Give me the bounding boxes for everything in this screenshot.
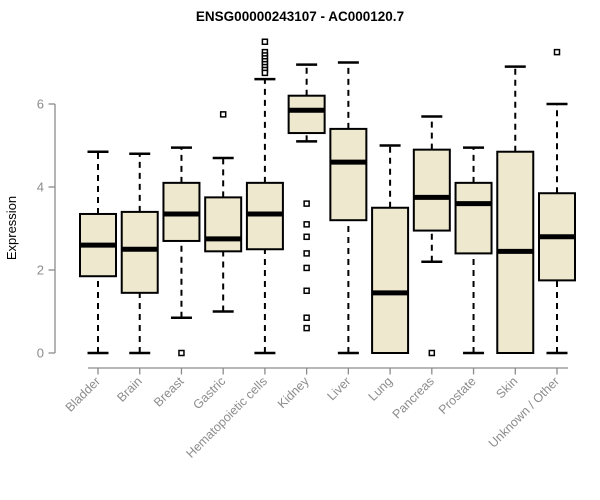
box-gastric: [204, 196, 243, 253]
outlier-kidney-0: [303, 200, 310, 207]
outlier-gastric-0: [219, 111, 227, 118]
y-tick-label-6: 6: [37, 97, 44, 112]
box-prostate: [454, 181, 493, 255]
x-tick-label-prostate: Prostate: [436, 374, 479, 417]
outlier-kidney-5: [303, 287, 310, 294]
outlier-pancreas-0: [428, 349, 436, 357]
y-tick-label-0: 0: [37, 346, 44, 361]
outlier-unknown-other-0: [553, 48, 561, 56]
chart-title: ENSG00000243107 - AC000120.7: [196, 9, 404, 24]
x-tick-label-breast: Breast: [151, 374, 187, 410]
outlier-kidney-4: [303, 264, 310, 272]
x-tick-label-gastric: Gastric: [190, 374, 228, 412]
y-tick-label-2: 2: [37, 263, 44, 278]
plot-area: 0 2 4 6 Bladder Brain Breast GastricHematopoiet…: [37, 38, 576, 461]
outlier-kidney-3: [303, 250, 310, 257]
x-tick-label-skin: Skin: [493, 374, 520, 401]
x-tick-label-brain: Brain: [114, 374, 145, 405]
box-brain: [120, 210, 159, 294]
box-liver: [329, 127, 368, 222]
x-tick-label-lung: Lung: [366, 374, 396, 404]
outlier-kidney-6: [303, 314, 310, 321]
x-tick-label-kidney: Kidney: [275, 374, 312, 411]
outlier-hematopoietic-cells-8: [261, 69, 269, 77]
x-tick-label-hematopoietic-cells: Hematopoietic cells: [183, 374, 270, 461]
x-tick-label-unknown-other: Unknown / Other: [486, 374, 562, 450]
outlier-kidney-1: [303, 221, 310, 228]
box-pancreas: [412, 148, 451, 232]
outlier-kidney-7: [303, 324, 310, 332]
x-tick-label-pancreas: Pancreas: [390, 374, 437, 421]
outlier-kidney-2: [303, 233, 310, 241]
box-lung: [371, 206, 410, 354]
y-tick-label-4: 4: [37, 180, 44, 195]
y-axis-label: Expression: [4, 196, 19, 260]
outlier-hematopoietic-cells-0: [261, 38, 269, 45]
outlier-breast-0: [178, 349, 185, 357]
x-tick-label-bladder: Bladder: [63, 374, 103, 414]
x-tick-label-liver: Liver: [324, 374, 353, 403]
box-kidney: [287, 94, 326, 135]
